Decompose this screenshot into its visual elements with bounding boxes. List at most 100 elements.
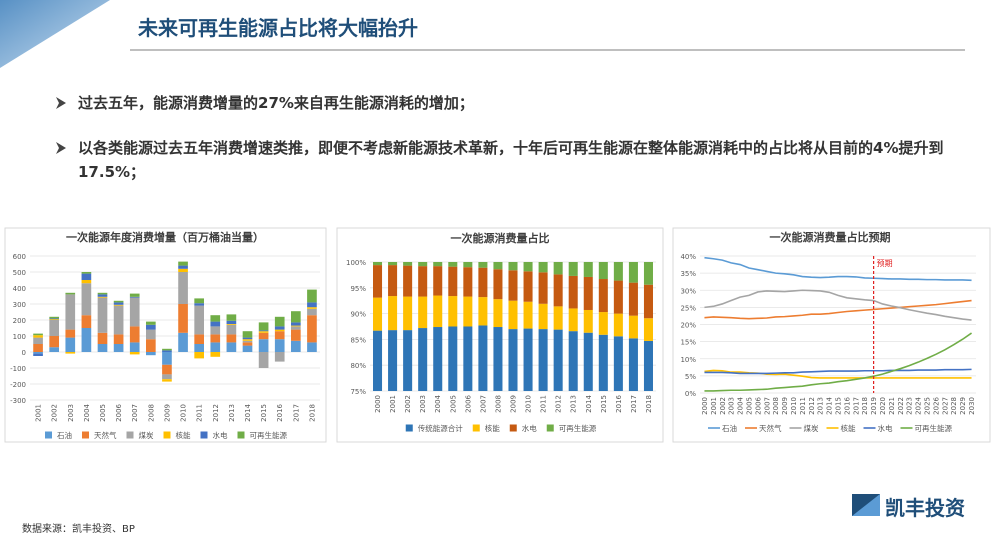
bar-segment (33, 335, 43, 338)
legend-label: 石油 (57, 430, 72, 440)
y-tick-label: 95% (350, 285, 366, 293)
x-tick-label: 2018 (308, 404, 316, 422)
bar-segment (538, 329, 548, 391)
bar-segment (493, 262, 503, 270)
bar-segment (210, 315, 221, 322)
bar-segment (568, 308, 578, 332)
x-tick-label: 2000 (701, 397, 709, 415)
bar-segment (146, 324, 156, 330)
bar-segment (194, 303, 204, 306)
x-tick-label: 2003 (728, 397, 736, 415)
bar-segment (418, 262, 428, 267)
x-tick-label: 2010 (790, 397, 798, 415)
bar-segment (226, 320, 237, 324)
bar-segment (403, 296, 413, 331)
bullet-text: 过去五年，能源消费增量的27%来自再生能源消耗的增加； (78, 94, 474, 112)
series-line (704, 368, 972, 375)
y-tick-label: 35% (680, 270, 696, 278)
bar-segment (33, 333, 43, 336)
bar-segment (242, 345, 253, 352)
bar-segment (508, 300, 518, 330)
x-tick-label: 2010 (180, 404, 188, 422)
logo-text: 凯丰投资 (885, 496, 965, 520)
x-tick-label: 2002 (719, 397, 727, 415)
x-tick-label: 2010 (525, 395, 533, 413)
legend-marker (82, 431, 89, 439)
legend-marker (200, 431, 208, 439)
x-tick-label: 2021 (888, 397, 896, 415)
chart-title: 一次能源年度消费增量（百万桶油当量） (66, 230, 264, 244)
bar-segment (210, 352, 221, 357)
bar-segment (418, 296, 428, 329)
bar-segment (129, 326, 140, 343)
bar-segment (49, 320, 59, 336)
bar-segment (433, 327, 443, 391)
bar-segment (291, 326, 301, 330)
y-tick-label: 500 (13, 269, 26, 277)
legend-label: 核能 (176, 430, 191, 440)
bar-segment (49, 318, 59, 320)
bar-segment (194, 305, 204, 335)
y-tick-label: -300 (10, 397, 26, 405)
bar-segment (162, 379, 172, 382)
bar-segment (226, 314, 237, 321)
bar-segment (307, 308, 317, 316)
legend-marker (405, 424, 413, 432)
x-tick-label: 2016 (276, 403, 284, 421)
x-tick-label: 2007 (763, 397, 771, 415)
bar-segment (643, 284, 653, 319)
x-tick-label: 2020 (879, 397, 887, 415)
bar-segment (274, 316, 285, 327)
legend-marker (509, 424, 517, 432)
bar-segment (613, 313, 623, 337)
x-tick-label: 2000 (374, 395, 382, 413)
x-tick-label: 2028 (950, 397, 958, 415)
x-tick-label: 2011 (196, 404, 204, 422)
chart-title: 一次能源消费量占比预期 (770, 230, 891, 244)
bar-segment (146, 321, 156, 325)
bar-segment (583, 262, 593, 277)
x-tick-label: 2017 (852, 397, 860, 415)
y-tick-label: 10% (680, 356, 696, 364)
y-tick-label: 0 (22, 349, 26, 357)
bar-segment (598, 279, 608, 313)
legend: 传统能源合计 核能 水电 可再生能源 (405, 423, 597, 433)
x-tick-label: 2002 (404, 395, 412, 413)
x-tick-label: 2008 (147, 404, 155, 422)
bar-segment (388, 330, 398, 391)
y-tick-label: 80% (350, 362, 366, 370)
bar-segment (162, 350, 172, 352)
bar-segment (97, 292, 108, 295)
bar-segment (418, 328, 428, 391)
bar-segment (307, 307, 317, 309)
bar-segment (291, 340, 301, 352)
bar-segment (568, 331, 578, 391)
legend-label: 煤炭 (804, 423, 819, 433)
bar-segment (65, 337, 76, 352)
bar-segment (291, 325, 301, 327)
bar-segment (373, 265, 383, 298)
legend: 石油 天然气 煤炭 核能 水电 可再生能源 (45, 430, 287, 440)
bar-segment (583, 309, 593, 333)
bar-segment (113, 305, 124, 335)
bar-segment (194, 298, 204, 304)
bar-segment (162, 348, 172, 351)
legend-marker (546, 424, 554, 432)
bar-segment (65, 294, 76, 330)
bar-segment (65, 292, 76, 295)
x-tick-label: 2012 (808, 397, 816, 415)
bar-segment (258, 352, 269, 368)
bar-segment (493, 299, 503, 328)
bar-segment (146, 339, 156, 352)
x-tick-label: 2003 (419, 395, 427, 413)
bar-segment (258, 332, 269, 340)
bar-segment (258, 331, 269, 333)
bar-segment (598, 334, 608, 391)
bar-segment (113, 304, 124, 306)
legend-label: 传统能源合计 (418, 423, 463, 433)
x-tick-label: 2014 (585, 394, 593, 412)
legend-label: 核能 (841, 423, 856, 433)
bar-segment (448, 296, 458, 327)
y-tick-label: 40% (680, 253, 696, 261)
x-tick-label: 2013 (570, 395, 578, 413)
